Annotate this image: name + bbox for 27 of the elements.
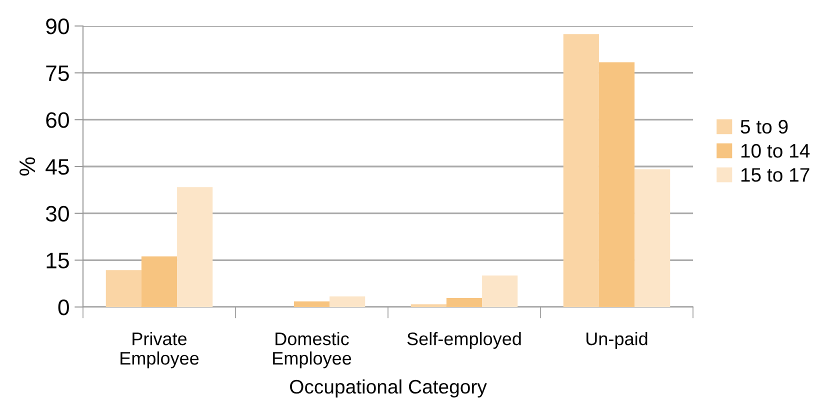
bar [177,187,213,307]
bar [106,270,142,307]
y-tick-label: 90 [46,18,69,34]
x-tick-label: Private Employee [120,332,199,368]
x-axis-title: Occupational Category [290,379,487,398]
bar [446,298,482,307]
y-axis-title: % [20,157,36,176]
y-tick-label: 45 [46,159,69,175]
bar [141,256,178,307]
bar [563,34,599,307]
y-tick-label: 15 [46,252,69,268]
bar [294,301,330,307]
bar [330,296,366,307]
bar [482,275,518,307]
bar [634,169,670,307]
legend-label: 5 to 9 [740,120,788,134]
y-tick-label: 60 [46,112,69,128]
y-tick-label: 30 [46,206,69,222]
y-tick-label: 75 [46,66,69,82]
legend-label: 10 to 14 [741,144,810,158]
x-tick-label: Un-paid [586,332,648,349]
y-tick-label: 0 [58,300,69,316]
bar [598,62,635,307]
x-tick-label: Self-employed [407,332,521,349]
bar [410,304,446,307]
x-tick-label: Domestic Employee [273,332,352,368]
legend-label: 15 to 17 [741,168,810,182]
